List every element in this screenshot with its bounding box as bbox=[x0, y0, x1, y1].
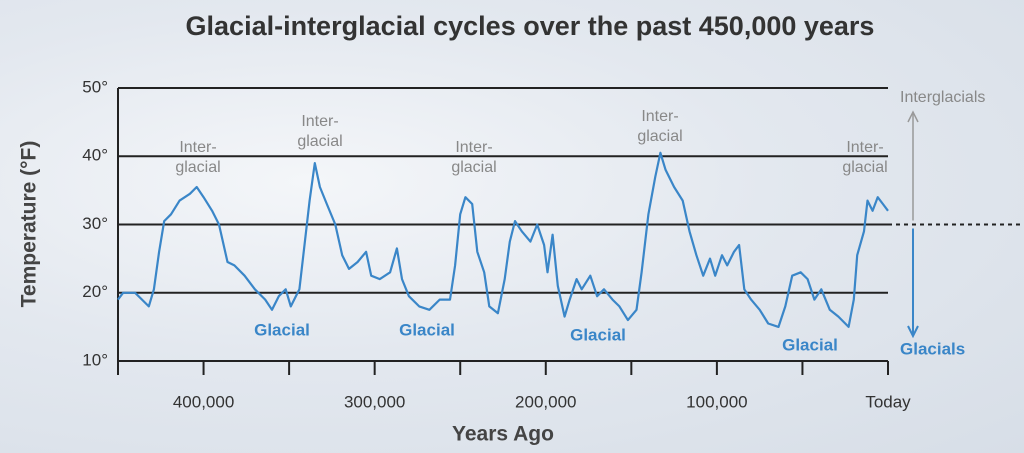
interglacial-label: glacial bbox=[842, 159, 887, 176]
glacial-label: Glacial bbox=[399, 320, 455, 339]
y-tick-label: 30° bbox=[82, 214, 108, 233]
interglacial-arrowhead bbox=[907, 110, 919, 123]
x-tick-label: Today bbox=[865, 392, 911, 411]
interglacial-label: Inter- bbox=[179, 139, 216, 156]
interglacial-label: glacial bbox=[451, 159, 496, 176]
x-axis-title: Years Ago bbox=[452, 423, 554, 446]
interglacial-label: Inter- bbox=[301, 113, 338, 130]
x-tick-label: 100,000 bbox=[686, 392, 747, 411]
x-tick-label: 200,000 bbox=[515, 392, 576, 411]
interglacial-label: Inter- bbox=[641, 108, 678, 125]
y-axis-title: Temperature (°F) bbox=[18, 141, 41, 308]
glacial-label: Glacial bbox=[254, 320, 310, 339]
interglacial-label: glacial bbox=[297, 133, 342, 150]
glacial-label: Glacial bbox=[782, 335, 838, 354]
temperature-line bbox=[117, 151, 889, 328]
y-tick-label: 10° bbox=[82, 350, 108, 369]
x-tick-label: 400,000 bbox=[173, 392, 234, 411]
chart-title: Glacial-interglacial cycles over the pas… bbox=[186, 11, 875, 41]
y-tick-label: 20° bbox=[82, 282, 108, 301]
x-tick-label: 300,000 bbox=[344, 392, 405, 411]
glacial-label: Glacial bbox=[570, 325, 626, 344]
interglacial-label: Inter- bbox=[455, 139, 492, 156]
interglacial-label: glacial bbox=[637, 128, 682, 145]
glacials-label: Glacials bbox=[900, 339, 965, 358]
interglacials-label: Interglacials bbox=[900, 89, 985, 106]
y-tick-label: 40° bbox=[82, 146, 108, 165]
glacial-arrowhead bbox=[907, 325, 919, 339]
interglacial-label: glacial bbox=[175, 159, 220, 176]
y-tick-label: 50° bbox=[82, 77, 108, 96]
interglacial-label: Inter- bbox=[846, 139, 883, 156]
